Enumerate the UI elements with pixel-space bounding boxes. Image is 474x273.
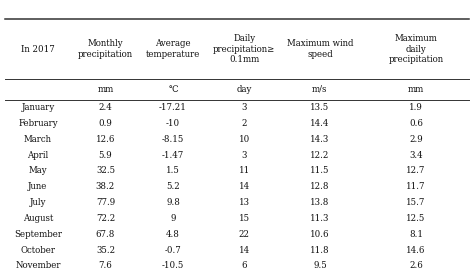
Text: 3: 3 — [241, 151, 247, 159]
Text: 9: 9 — [170, 214, 176, 223]
Text: mm: mm — [408, 85, 424, 94]
Text: 2.6: 2.6 — [409, 262, 423, 270]
Text: February: February — [18, 119, 58, 128]
Text: 1.5: 1.5 — [166, 167, 180, 175]
Text: 4.8: 4.8 — [166, 230, 180, 239]
Text: 13: 13 — [238, 198, 250, 207]
Text: day: day — [237, 85, 252, 94]
Text: 38.2: 38.2 — [96, 182, 115, 191]
Text: 14.6: 14.6 — [406, 246, 426, 254]
Text: 11.7: 11.7 — [406, 182, 426, 191]
Text: 0.6: 0.6 — [409, 119, 423, 128]
Text: 14.4: 14.4 — [310, 119, 329, 128]
Text: 72.2: 72.2 — [96, 214, 115, 223]
Text: 5.9: 5.9 — [99, 151, 112, 159]
Text: August: August — [23, 214, 53, 223]
Text: 14: 14 — [238, 182, 250, 191]
Text: -17.21: -17.21 — [159, 103, 187, 112]
Text: 22: 22 — [238, 230, 250, 239]
Text: 15: 15 — [238, 214, 250, 223]
Text: 12.6: 12.6 — [96, 135, 115, 144]
Text: 12.5: 12.5 — [406, 214, 426, 223]
Text: m/s: m/s — [312, 85, 328, 94]
Text: July: July — [30, 198, 46, 207]
Text: -10: -10 — [166, 119, 180, 128]
Text: Average
temperature: Average temperature — [146, 39, 200, 59]
Text: April: April — [27, 151, 48, 159]
Text: Monthly
precipitation: Monthly precipitation — [78, 39, 133, 59]
Text: 2.9: 2.9 — [409, 135, 423, 144]
Text: October: October — [20, 246, 55, 254]
Text: 10: 10 — [238, 135, 250, 144]
Text: May: May — [28, 167, 47, 175]
Text: 35.2: 35.2 — [96, 246, 115, 254]
Text: 32.5: 32.5 — [96, 167, 115, 175]
Text: -8.15: -8.15 — [162, 135, 184, 144]
Text: 11.3: 11.3 — [310, 214, 329, 223]
Text: 9.8: 9.8 — [166, 198, 180, 207]
Text: -0.7: -0.7 — [164, 246, 182, 254]
Text: 9.5: 9.5 — [313, 262, 327, 270]
Text: 2: 2 — [241, 119, 247, 128]
Text: 11.5: 11.5 — [310, 167, 330, 175]
Text: 14.3: 14.3 — [310, 135, 329, 144]
Text: 8.1: 8.1 — [409, 230, 423, 239]
Text: 1.9: 1.9 — [409, 103, 423, 112]
Text: Daily
precipitation≥
0.1mm: Daily precipitation≥ 0.1mm — [213, 34, 275, 64]
Text: Maximum wind
speed: Maximum wind speed — [287, 39, 353, 59]
Text: September: September — [14, 230, 62, 239]
Text: 12.7: 12.7 — [406, 167, 426, 175]
Text: 14: 14 — [238, 246, 250, 254]
Text: November: November — [15, 262, 61, 270]
Text: March: March — [24, 135, 52, 144]
Text: 3: 3 — [241, 103, 247, 112]
Text: mm: mm — [97, 85, 114, 94]
Text: -10.5: -10.5 — [162, 262, 184, 270]
Text: 15.7: 15.7 — [406, 198, 426, 207]
Text: 2.4: 2.4 — [99, 103, 112, 112]
Text: January: January — [21, 103, 55, 112]
Text: 0.9: 0.9 — [99, 119, 112, 128]
Text: -1.47: -1.47 — [162, 151, 184, 159]
Text: 10.6: 10.6 — [310, 230, 330, 239]
Text: 77.9: 77.9 — [96, 198, 115, 207]
Text: 6: 6 — [241, 262, 247, 270]
Text: 11.8: 11.8 — [310, 246, 330, 254]
Text: June: June — [28, 182, 47, 191]
Text: 12.2: 12.2 — [310, 151, 329, 159]
Text: Maximum
daily
precipitation: Maximum daily precipitation — [388, 34, 444, 64]
Text: 3.4: 3.4 — [409, 151, 423, 159]
Text: 13.5: 13.5 — [310, 103, 329, 112]
Text: ℃: ℃ — [168, 85, 178, 94]
Text: 13.8: 13.8 — [310, 198, 329, 207]
Text: 5.2: 5.2 — [166, 182, 180, 191]
Text: 12.8: 12.8 — [310, 182, 330, 191]
Text: 7.6: 7.6 — [99, 262, 112, 270]
Text: 11: 11 — [238, 167, 250, 175]
Text: In 2017: In 2017 — [21, 45, 55, 54]
Text: 67.8: 67.8 — [96, 230, 115, 239]
